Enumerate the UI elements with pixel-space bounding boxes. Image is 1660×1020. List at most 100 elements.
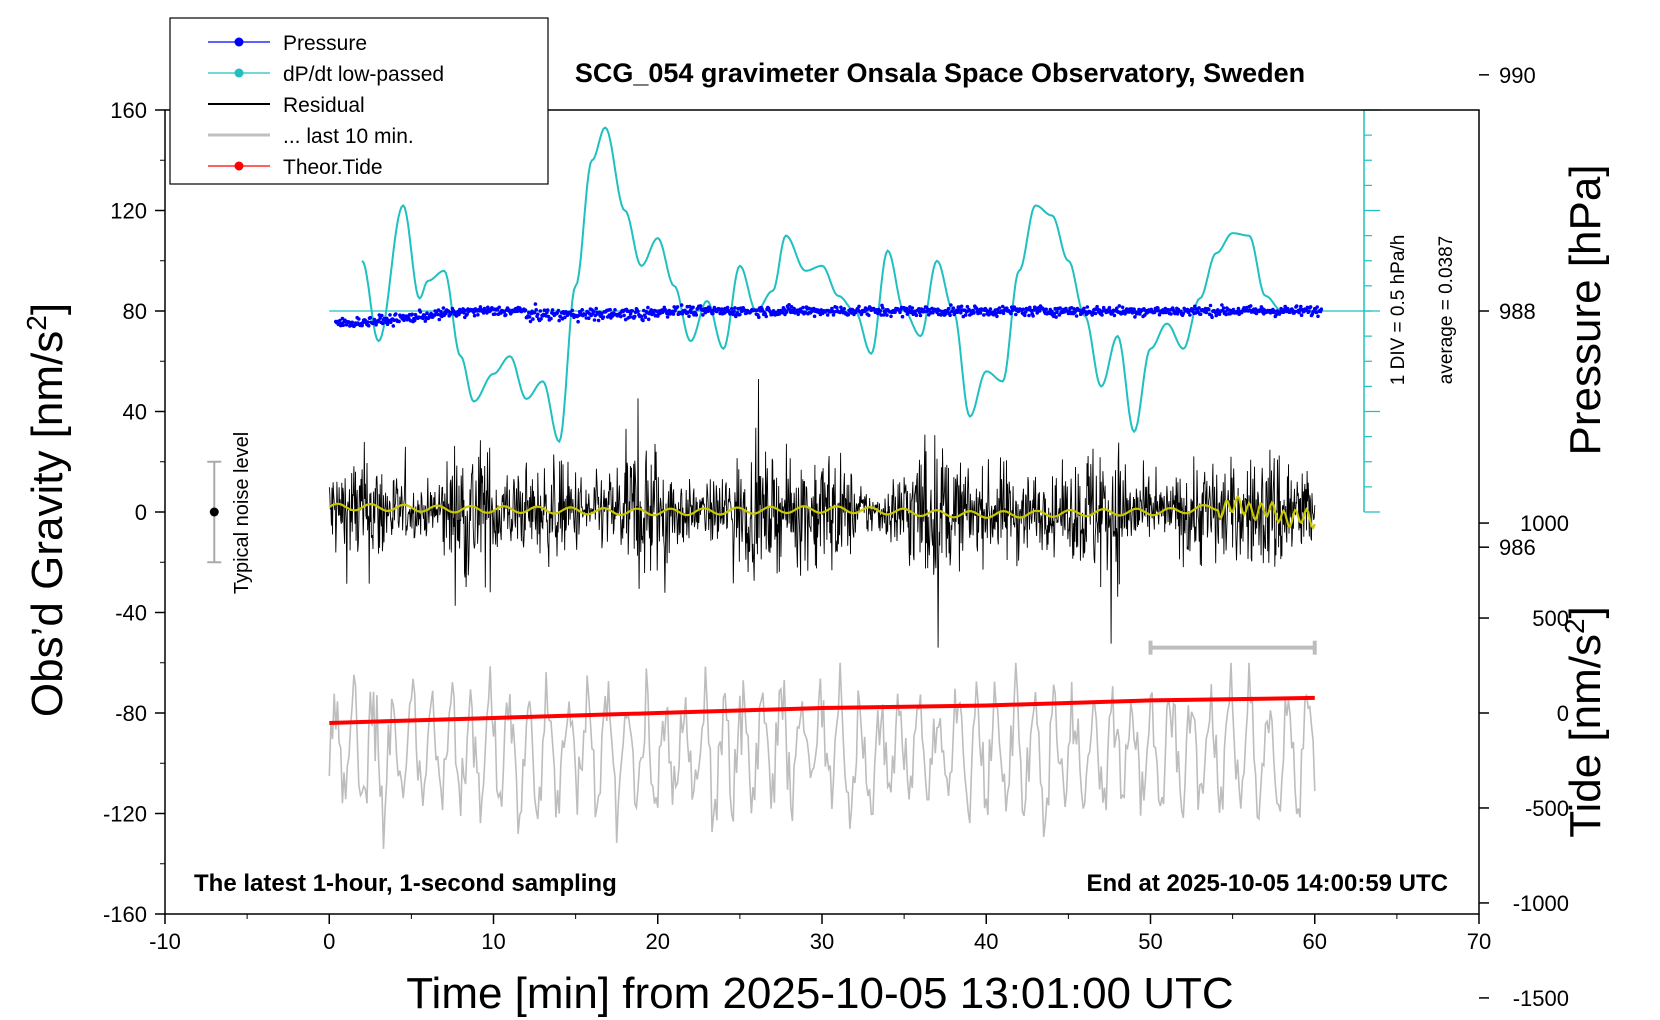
pressure-tick-label: 988 bbox=[1499, 299, 1536, 324]
pressure-point bbox=[1082, 306, 1086, 311]
pressure-point bbox=[504, 313, 508, 317]
pressure-point bbox=[900, 314, 905, 319]
pressure-point bbox=[1095, 304, 1099, 309]
pressure-point bbox=[388, 313, 392, 317]
x-tick-label: 70 bbox=[1467, 929, 1491, 954]
pressure-point bbox=[1023, 313, 1027, 318]
pressure-point bbox=[732, 309, 736, 314]
pressure-point bbox=[412, 318, 417, 323]
pressure-point bbox=[341, 323, 346, 328]
pressure-point bbox=[1120, 305, 1125, 310]
pressure-point bbox=[421, 316, 425, 321]
pressure-point bbox=[1188, 313, 1192, 317]
pressure-point bbox=[1058, 306, 1062, 310]
pressure-point bbox=[694, 313, 699, 317]
pressure-point bbox=[946, 306, 951, 311]
pressure-point bbox=[1214, 313, 1218, 318]
pressure-point bbox=[1169, 312, 1173, 316]
pressure-point bbox=[523, 308, 528, 313]
pressure-point bbox=[963, 313, 968, 317]
y-tick-label: 120 bbox=[110, 199, 147, 224]
pressure-point bbox=[570, 308, 575, 313]
pressure-point bbox=[1156, 306, 1160, 310]
pressure-point bbox=[1236, 306, 1241, 311]
pressure-point bbox=[665, 315, 670, 319]
pressure-point bbox=[881, 306, 885, 310]
x-tick-label: 30 bbox=[810, 929, 834, 954]
pressure-point bbox=[380, 321, 385, 326]
pressure-point bbox=[557, 318, 561, 323]
dpdt-scale-label: 1 DIV = 0.5 hPa/h bbox=[1388, 235, 1409, 386]
legend-marker bbox=[234, 161, 244, 171]
pressure-point bbox=[534, 308, 538, 312]
tide-tick-label: 500 bbox=[1532, 606, 1569, 631]
pressure-point bbox=[1308, 305, 1313, 309]
pressure-point bbox=[689, 310, 694, 315]
pressure-point bbox=[1132, 307, 1136, 312]
legend-box bbox=[169, 17, 549, 185]
legend-label: ... last 10 min. bbox=[283, 125, 414, 148]
pressure-point bbox=[914, 313, 919, 318]
pressure-point bbox=[1000, 304, 1005, 309]
pressure-point bbox=[1208, 303, 1213, 308]
pressure-point bbox=[1191, 307, 1195, 312]
tide-tick-label: -1500 bbox=[1513, 986, 1569, 1011]
pressure-point bbox=[1210, 315, 1214, 320]
pressure-point bbox=[1041, 307, 1046, 312]
pressure-point bbox=[545, 308, 550, 312]
pressure-point bbox=[350, 320, 355, 325]
pressure-point bbox=[472, 313, 477, 318]
tide-tick-label: -1000 bbox=[1513, 891, 1569, 916]
pressure-point bbox=[1207, 307, 1211, 312]
x-tick-label: 0 bbox=[323, 929, 335, 954]
plot-area bbox=[207, 109, 1381, 849]
pressure-point bbox=[701, 313, 705, 317]
annotation-bottom-right: End at 2025-10-05 14:00:59 UTC bbox=[1087, 870, 1449, 897]
pressure-point bbox=[1157, 312, 1162, 317]
pressure-point bbox=[628, 315, 632, 319]
pressure-point bbox=[380, 313, 384, 318]
pressure-point bbox=[1307, 309, 1311, 314]
pressure-point bbox=[931, 310, 935, 315]
axes: -10 0 10 20 30 40 50 60 70 160 120 80 40 0 -40 -80 -120 -… bbox=[103, 63, 1569, 1011]
pressure-point bbox=[784, 310, 789, 314]
pressure-point bbox=[418, 310, 423, 314]
y-tick-label: 0 bbox=[135, 500, 147, 525]
pressure-point bbox=[563, 315, 567, 320]
x-tick-label: 10 bbox=[481, 929, 505, 954]
pressure-point bbox=[1299, 313, 1304, 318]
pressure-point bbox=[360, 323, 364, 328]
pressure-point bbox=[885, 313, 889, 317]
pressure-point bbox=[378, 316, 383, 320]
pressure-point bbox=[687, 314, 691, 319]
pressure-point bbox=[596, 318, 601, 323]
pressure-point bbox=[842, 307, 846, 311]
pressure-points bbox=[334, 302, 1324, 329]
pressure-point bbox=[531, 317, 535, 321]
y-tick-label: 160 bbox=[110, 98, 147, 123]
pressure-point bbox=[1299, 304, 1303, 309]
legend-label: Residual bbox=[283, 94, 365, 117]
pressure-point bbox=[1107, 305, 1112, 310]
pressure-point bbox=[1031, 314, 1035, 318]
pressure-point bbox=[594, 306, 598, 311]
pressure-point bbox=[789, 305, 794, 309]
pressure-point bbox=[528, 319, 533, 324]
pressure-point bbox=[1100, 313, 1104, 317]
pressure-point bbox=[465, 312, 470, 316]
pressure-point bbox=[1283, 304, 1287, 309]
pressure-point bbox=[538, 309, 543, 313]
residual-line bbox=[328, 378, 1316, 648]
pressure-point bbox=[1112, 313, 1117, 318]
pressure-point bbox=[835, 305, 839, 310]
pressure-point bbox=[533, 302, 538, 306]
pressure-point bbox=[978, 311, 983, 315]
pressure-point bbox=[583, 312, 588, 317]
tide-tick-label: -500 bbox=[1525, 796, 1569, 821]
pressure-point bbox=[686, 310, 690, 315]
y-tick-label: -120 bbox=[103, 802, 147, 827]
pressure-point bbox=[1093, 311, 1098, 316]
pressure-point bbox=[725, 305, 730, 310]
pressure-point bbox=[997, 306, 1002, 310]
pressure-point bbox=[948, 313, 952, 318]
